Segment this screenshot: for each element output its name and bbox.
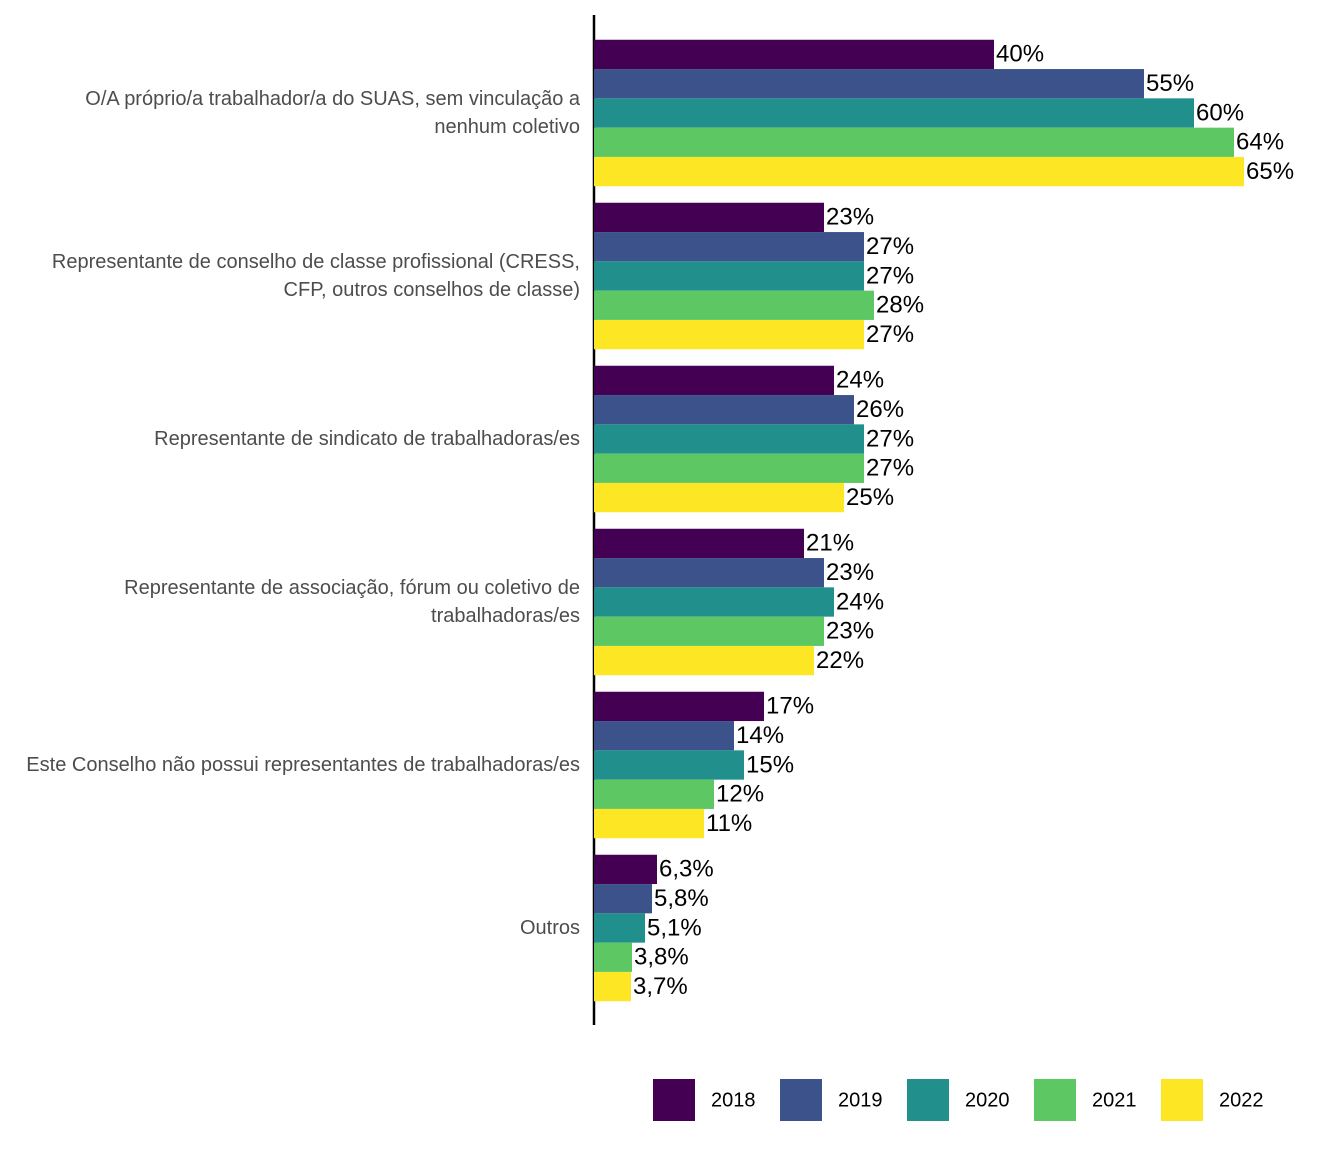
legend-swatch	[780, 1079, 822, 1121]
bar	[594, 395, 854, 425]
legend-swatch	[1034, 1079, 1076, 1121]
bar	[594, 528, 804, 559]
bar	[594, 453, 864, 483]
bar	[594, 127, 1234, 157]
value-label: 5,1%	[647, 914, 702, 941]
value-label: 27%	[866, 425, 914, 452]
value-label: 28%	[876, 292, 924, 319]
value-label: 11%	[706, 810, 752, 837]
value-label: 26%	[856, 396, 904, 423]
value-label: 22%	[816, 647, 864, 674]
legend-swatch	[653, 1079, 695, 1121]
value-label: 5,8%	[654, 885, 709, 912]
value-label: 64%	[1236, 129, 1284, 156]
category-label: Este Conselho não possui representantes …	[26, 754, 580, 776]
value-label: 3,7%	[633, 973, 688, 1000]
legend-label: 2018	[711, 1089, 756, 1111]
legend-label: 2020	[965, 1089, 1010, 1111]
value-label: 6,3%	[659, 856, 714, 883]
value-label: 24%	[836, 367, 884, 394]
value-label: 60%	[1196, 99, 1244, 126]
legend-swatch	[907, 1079, 949, 1121]
value-label: 21%	[806, 530, 854, 557]
bar	[594, 39, 994, 70]
bar	[594, 232, 864, 262]
bar	[594, 884, 652, 914]
value-label: 55%	[1146, 70, 1194, 97]
bar	[594, 202, 824, 233]
value-label: 23%	[826, 618, 874, 645]
value-label: 3,8%	[634, 944, 689, 971]
value-label: 14%	[736, 722, 784, 749]
value-label: 12%	[716, 781, 764, 808]
bar	[594, 587, 834, 617]
bar	[594, 558, 824, 588]
bar	[594, 971, 631, 1002]
bar	[594, 854, 657, 885]
category-label: O/A próprio/a trabalhador/a do SUAS, sem…	[85, 88, 580, 138]
category-label: Representante de conselho de classe prof…	[51, 251, 580, 301]
legend-label: 2019	[838, 1089, 883, 1111]
category-label: Representante de associação, fórum ou co…	[124, 577, 580, 627]
value-label: 23%	[826, 559, 874, 586]
bar	[594, 913, 645, 943]
category-label: Outros	[519, 917, 580, 939]
bar	[594, 156, 1244, 187]
legend-swatch	[1161, 1079, 1203, 1121]
bar	[594, 290, 874, 320]
value-label: 40%	[996, 41, 1044, 68]
bar	[594, 645, 814, 676]
value-label: 65%	[1246, 158, 1294, 185]
bar	[594, 779, 714, 809]
bar	[594, 942, 632, 972]
value-label: 24%	[836, 588, 884, 615]
legend-label: 2022	[1219, 1089, 1264, 1111]
bar	[594, 261, 864, 291]
value-label: 15%	[746, 751, 794, 778]
value-label: 27%	[866, 321, 914, 348]
bar	[594, 808, 704, 839]
bar	[594, 98, 1194, 128]
value-label: 17%	[766, 693, 814, 720]
bar	[594, 424, 864, 454]
bar	[594, 691, 764, 722]
bar	[594, 750, 744, 780]
bar	[594, 482, 844, 513]
value-label: 23%	[826, 204, 874, 231]
value-label: 25%	[846, 484, 894, 511]
bar	[594, 721, 734, 751]
value-label: 27%	[866, 233, 914, 260]
bar	[594, 69, 1144, 99]
category-label: Representante de sindicato de trabalhado…	[154, 428, 580, 450]
legend-label: 2021	[1092, 1089, 1137, 1111]
value-label: 27%	[866, 262, 914, 289]
bar	[594, 319, 864, 350]
bar	[594, 616, 824, 646]
value-label: 27%	[866, 455, 914, 482]
bar	[594, 365, 834, 396]
